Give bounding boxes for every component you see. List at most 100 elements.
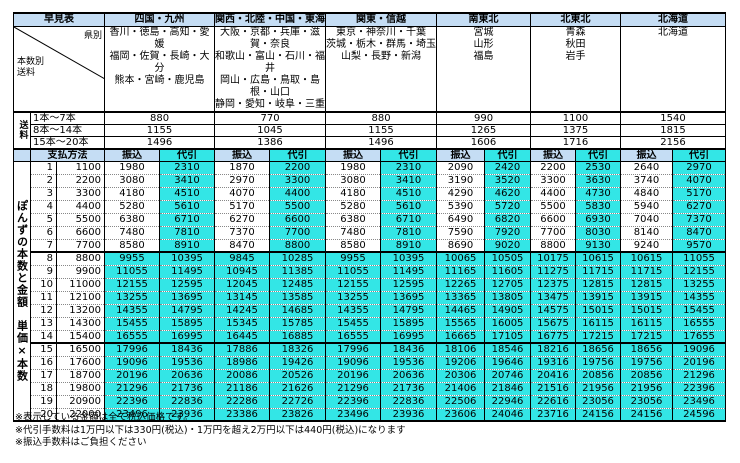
daibiki-price: 19536: [159, 356, 216, 370]
furikomi-price: 3190: [436, 174, 486, 188]
furikomi-price: 5500: [530, 200, 577, 214]
daibiki-price: 6270: [672, 200, 727, 214]
daibiki-header: 代引: [159, 147, 216, 162]
daibiki-price: 7700: [269, 226, 327, 240]
furikomi-price: 22396: [104, 395, 161, 409]
daibiki-price: 15785: [269, 317, 327, 331]
furikomi-price: 20416: [530, 369, 577, 383]
furikomi-price: 20306: [436, 369, 486, 383]
daibiki-price: 11605: [484, 265, 532, 279]
quantity: 9: [30, 265, 57, 279]
shipping-fee: 880: [325, 110, 438, 125]
daibiki-price: 11495: [380, 265, 438, 279]
daibiki-price: 24156: [575, 408, 622, 422]
daibiki-price: 16115: [575, 317, 622, 331]
furikomi-price: 16555: [325, 330, 382, 344]
daibiki-price: 7810: [380, 226, 438, 240]
furikomi-price: 23496: [104, 408, 161, 422]
daibiki-price: 18326: [269, 343, 327, 357]
prefecture-line: 青森: [565, 26, 586, 38]
furikomi-price: 5170: [214, 200, 271, 214]
daibiki-price: 23496: [672, 395, 727, 409]
furikomi-price: 14355: [325, 304, 382, 318]
daibiki-price: 6820: [484, 213, 532, 227]
quantity: 3: [30, 187, 57, 201]
furikomi-price: 13475: [530, 291, 577, 305]
daibiki-price: 17215: [575, 330, 622, 344]
daibiki-price: 5610: [159, 200, 216, 214]
subtotal: 18700: [55, 369, 106, 383]
quantity: 19: [30, 395, 57, 409]
furikomi-price: 15565: [436, 317, 486, 331]
daibiki-price: 22726: [269, 395, 327, 409]
furikomi-price: 16665: [436, 330, 486, 344]
furikomi-price: 8470: [214, 239, 271, 253]
furikomi-price: 12155: [325, 278, 382, 292]
furikomi-price: 4290: [436, 187, 486, 201]
furikomi-price: 8580: [325, 239, 382, 253]
quantity: 16: [30, 356, 57, 370]
daibiki-price: 5830: [575, 200, 622, 214]
furikomi-price: 16115: [620, 317, 674, 331]
daibiki-price: 3520: [484, 174, 532, 188]
subtotal: 3300: [55, 187, 106, 201]
shipping-qty-range: 1本～7本: [29, 110, 106, 125]
furikomi-price: 15015: [620, 304, 674, 318]
daibiki-price: 18656: [575, 343, 622, 357]
daibiki-price: 13255: [672, 278, 727, 292]
daibiki-price: 18546: [484, 343, 532, 357]
daibiki-price: 4730: [575, 187, 622, 201]
daibiki-price: 2310: [380, 161, 438, 175]
quantity: 17: [30, 369, 57, 383]
daibiki-price: 16995: [380, 330, 438, 344]
daibiki-price: 4400: [269, 187, 327, 201]
furikomi-price: 3080: [104, 174, 161, 188]
ship-label: 送料: [17, 67, 36, 78]
furikomi-price: 16555: [104, 330, 161, 344]
daibiki-price: 2200: [269, 161, 327, 175]
furikomi-price: 5280: [325, 200, 382, 214]
prefecture-line: 福島: [473, 50, 494, 62]
furikomi-price: 1980: [325, 161, 382, 175]
daibiki-price: 3410: [159, 174, 216, 188]
quantity: 5: [30, 213, 57, 227]
furikomi-price: 20196: [104, 369, 161, 383]
daibiki-price: 20636: [159, 369, 216, 383]
furikomi-price: 21296: [325, 382, 382, 396]
diagonal-header-cell: 県別 本数別 送料: [12, 26, 106, 113]
furikomi-price: 20196: [325, 369, 382, 383]
daibiki-price: 18436: [159, 343, 216, 357]
quantity: 15: [30, 343, 57, 357]
furikomi-price: 3740: [620, 174, 674, 188]
furikomi-price: 19096: [325, 356, 382, 370]
daibiki-price: 22946: [484, 395, 532, 409]
shipping-qty-range: 8本～14本: [29, 124, 106, 137]
furikomi-price: 21186: [214, 382, 271, 396]
prefecture-line: 大阪・京都・兵庫・滋賀・奈良: [220, 26, 321, 50]
subtotal: 15400: [55, 330, 106, 344]
furikomi-price: 13145: [214, 291, 271, 305]
prefecture-list: 北海道: [620, 26, 727, 113]
daibiki-price: 7810: [159, 226, 216, 240]
furikomi-price: 10615: [620, 252, 674, 266]
daibiki-price: 6710: [159, 213, 216, 227]
shipping-fee: 880: [104, 110, 216, 125]
subtotal: 4400: [55, 200, 106, 214]
prefecture-line: 東京・神奈川・千葉: [336, 26, 427, 38]
daibiki-price: 11715: [575, 265, 622, 279]
daibiki-price: 17655: [672, 330, 727, 344]
quantity: 14: [30, 330, 57, 344]
region-header: 北海道: [620, 12, 727, 27]
furikomi-price: 17886: [214, 343, 271, 357]
daibiki-price: 16005: [484, 317, 532, 331]
furikomi-price: 21296: [104, 382, 161, 396]
daibiki-price: 16995: [159, 330, 216, 344]
daibiki-price: 20856: [575, 369, 622, 383]
shipping-qty-range: 15本～20本: [29, 136, 106, 149]
shipping-fee: 1496: [325, 136, 438, 149]
furikomi-price: 9955: [325, 252, 382, 266]
furikomi-price: 21956: [620, 382, 674, 396]
table-title: 早見表: [12, 12, 106, 27]
daibiki-price: 19096: [672, 343, 727, 357]
quantity-side-label: ぽんずの本数と金額 単価×本数: [13, 161, 31, 422]
